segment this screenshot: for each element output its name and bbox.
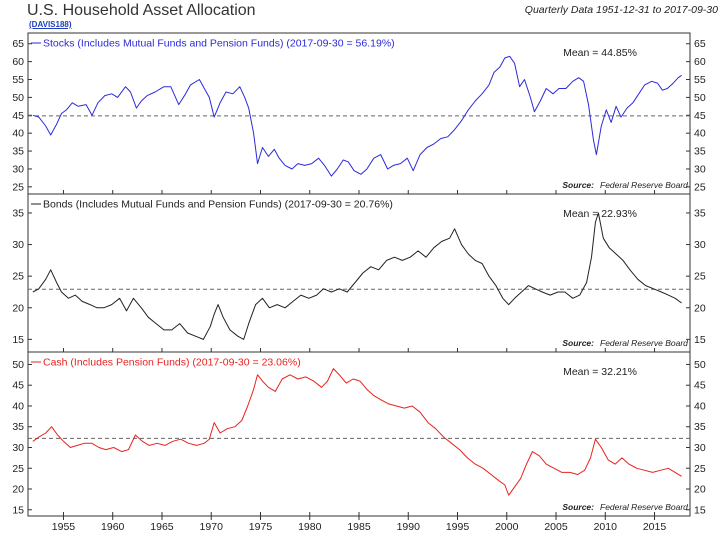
x-axis-tick-label: 1985 <box>347 521 371 533</box>
x-axis-tick-label: 1965 <box>150 521 174 533</box>
bonds-ytick-label-right: 20 <box>694 302 706 314</box>
chart-subtitle: Quarterly Data 1951-12-31 to 2017-09-30 <box>524 4 718 16</box>
x-axis-tick-label: 1990 <box>397 521 421 533</box>
x-axis-tick-label: 2005 <box>544 521 568 533</box>
cash-ytick-label-left: 45 <box>12 380 24 392</box>
cash-ytick-label-left: 15 <box>12 504 24 516</box>
stocks-source-name: Federal Reserve Board <box>600 180 688 190</box>
stocks-ytick-label-left: 45 <box>12 110 24 122</box>
cash-ytick-label-right: 45 <box>694 380 706 392</box>
stocks-ytick-label-right: 55 <box>694 74 706 86</box>
cash-series-line <box>32 368 682 496</box>
stocks-ytick-label-left: 40 <box>12 128 24 140</box>
cash-source-label: Source: <box>562 502 594 512</box>
cash-ytick-label-left: 35 <box>12 421 24 433</box>
cash-ytick-label-right: 20 <box>694 484 706 496</box>
stocks-ytick-label-left: 25 <box>12 181 24 193</box>
cash-ytick-label-right: 40 <box>694 400 706 412</box>
stocks-source-label: Source: <box>562 180 594 190</box>
cash-ytick-label-left: 40 <box>12 400 24 412</box>
bonds-mean-label: Mean = 22.93% <box>563 208 637 220</box>
bonds-ytick-label-right: 35 <box>694 207 706 219</box>
x-axis-tick-label: 2015 <box>643 521 667 533</box>
stocks-ytick-label-right: 25 <box>694 181 706 193</box>
x-axis-tick-label: 1955 <box>52 521 76 533</box>
x-axis-tick-label: 1980 <box>298 521 322 533</box>
cash-ytick-label-right: 35 <box>694 421 706 433</box>
cash-ytick-label-left: 30 <box>12 442 24 454</box>
x-axis-tick-label: 1960 <box>101 521 125 533</box>
stocks-ytick-label-right: 50 <box>694 92 706 104</box>
cash-legend-label: Cash (Includes Pension Funds) (2017-09-3… <box>43 357 301 369</box>
bonds-ytick-label-left: 30 <box>12 239 24 251</box>
cash-ytick-label-right: 15 <box>694 504 706 516</box>
bonds-ytick-label-left: 25 <box>12 271 24 283</box>
stocks-ytick-label-left: 65 <box>12 38 24 50</box>
bonds-series-line <box>32 212 682 340</box>
stocks-ytick-label-left: 60 <box>12 56 24 68</box>
stocks-legend-label: Stocks (Includes Mutual Funds and Pensio… <box>43 38 395 50</box>
stocks-ytick-label-right: 60 <box>694 56 706 68</box>
cash-ytick-label-left: 20 <box>12 484 24 496</box>
bonds-ytick-label-right: 25 <box>694 271 706 283</box>
cash-ytick-label-right: 50 <box>694 359 706 371</box>
x-axis-tick-label: 2010 <box>594 521 618 533</box>
bonds-ytick-label-left: 35 <box>12 207 24 219</box>
stocks-ytick-label-left: 35 <box>12 146 24 158</box>
x-axis-tick-label: 1970 <box>200 521 224 533</box>
x-axis-tick-label: 2000 <box>495 521 519 533</box>
stocks-ytick-label-left: 30 <box>12 163 24 175</box>
chart-code-link[interactable]: (DAVIS188) <box>29 20 72 29</box>
bonds-source-label: Source: <box>562 338 594 348</box>
stocks-mean-label: Mean = 44.85% <box>563 47 637 59</box>
stocks-ytick-label-left: 50 <box>12 92 24 104</box>
bonds-ytick-label-left: 20 <box>12 302 24 314</box>
x-axis-tick-label: 1995 <box>446 521 470 533</box>
bonds-legend-label: Bonds (Includes Mutual Funds and Pension… <box>43 199 393 211</box>
cash-mean-label: Mean = 32.21% <box>563 366 637 378</box>
stocks-ytick-label-right: 65 <box>694 38 706 50</box>
stocks-ytick-label-right: 45 <box>694 110 706 122</box>
stocks-ytick-label-left: 55 <box>12 74 24 86</box>
bonds-ytick-label-right: 30 <box>694 239 706 251</box>
stocks-ytick-label-right: 35 <box>694 146 706 158</box>
bonds-ytick-label-left: 15 <box>12 334 24 346</box>
cash-ytick-label-left: 25 <box>12 463 24 475</box>
stocks-ytick-label-right: 30 <box>694 163 706 175</box>
stocks-series-line <box>32 55 682 177</box>
cash-ytick-label-right: 30 <box>694 442 706 454</box>
x-axis-tick-label: 1975 <box>249 521 273 533</box>
chart-title: U.S. Household Asset Allocation <box>27 2 256 19</box>
cash-ytick-label-left: 50 <box>12 359 24 371</box>
bonds-ytick-label-right: 15 <box>694 334 706 346</box>
cash-source-name: Federal Reserve Board <box>600 502 688 512</box>
bonds-source-name: Federal Reserve Board <box>600 338 688 348</box>
cash-ytick-label-right: 25 <box>694 463 706 475</box>
stocks-ytick-label-right: 40 <box>694 128 706 140</box>
